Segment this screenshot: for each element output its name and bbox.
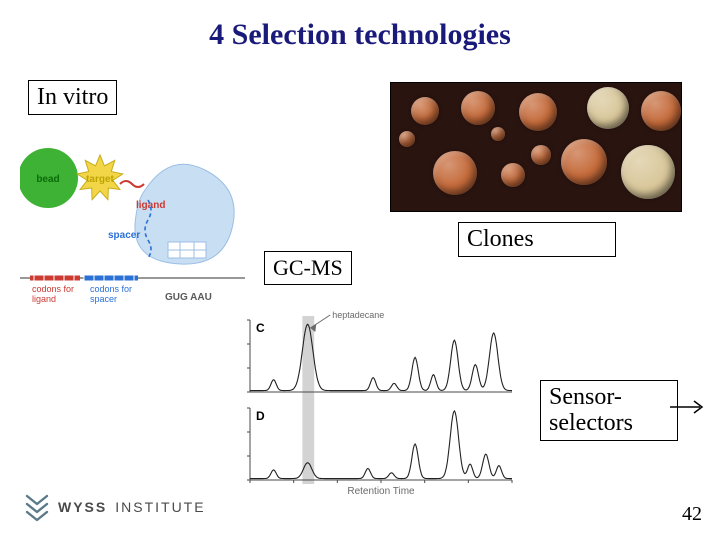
svg-text:ligand: ligand [32, 294, 56, 304]
colony-dot [587, 87, 629, 129]
svg-text:bead: bead [36, 174, 59, 185]
colony-dot [433, 151, 477, 195]
in-vitro-diagram: beadtargetligandspacercodons forligandco… [20, 130, 245, 305]
svg-text:spacer: spacer [108, 230, 140, 241]
colony-dot [561, 139, 607, 185]
svg-text:GUG AAU: GUG AAU [165, 292, 212, 303]
label-in-vitro: In vitro [28, 80, 117, 115]
svg-text:C: C [256, 321, 265, 335]
logo-word: INSTITUTE [115, 499, 205, 515]
svg-text:spacer: spacer [90, 294, 117, 304]
logo-brand: WYSS [58, 499, 107, 515]
arrow-icon [668, 398, 710, 416]
svg-text:codons for: codons for [90, 284, 132, 294]
label-clones: Clones [458, 222, 616, 257]
colony-dot [461, 91, 495, 125]
slide-title: 4 Selection technologies [0, 18, 720, 52]
svg-text:Retention Time: Retention Time [347, 486, 415, 497]
colony-dot [621, 145, 675, 199]
svg-text:heptadecane: heptadecane [332, 310, 384, 320]
slide: 4 Selection technologies In vitro GC-MS … [0, 0, 720, 540]
svg-text:codons for: codons for [32, 284, 74, 294]
colony-dot [501, 163, 525, 187]
page-number: 42 [682, 503, 702, 526]
colonies-image [390, 82, 682, 212]
colony-dot [641, 91, 681, 131]
wyss-logo-icon [24, 490, 50, 524]
colony-dot [491, 127, 505, 141]
gcms-chromatogram: C Dheptadecane Retention Time [220, 300, 520, 500]
colony-dot [519, 93, 557, 131]
wyss-logo: WYSS INSTITUTE [24, 490, 206, 524]
label-gc-ms: GC-MS [264, 251, 352, 285]
svg-text:target: target [86, 174, 114, 185]
label-sensor-selectors: Sensor-selectors [540, 380, 678, 441]
svg-text:D: D [256, 409, 265, 423]
colony-dot [399, 131, 415, 147]
colony-dot [531, 145, 551, 165]
colony-dot [411, 97, 439, 125]
